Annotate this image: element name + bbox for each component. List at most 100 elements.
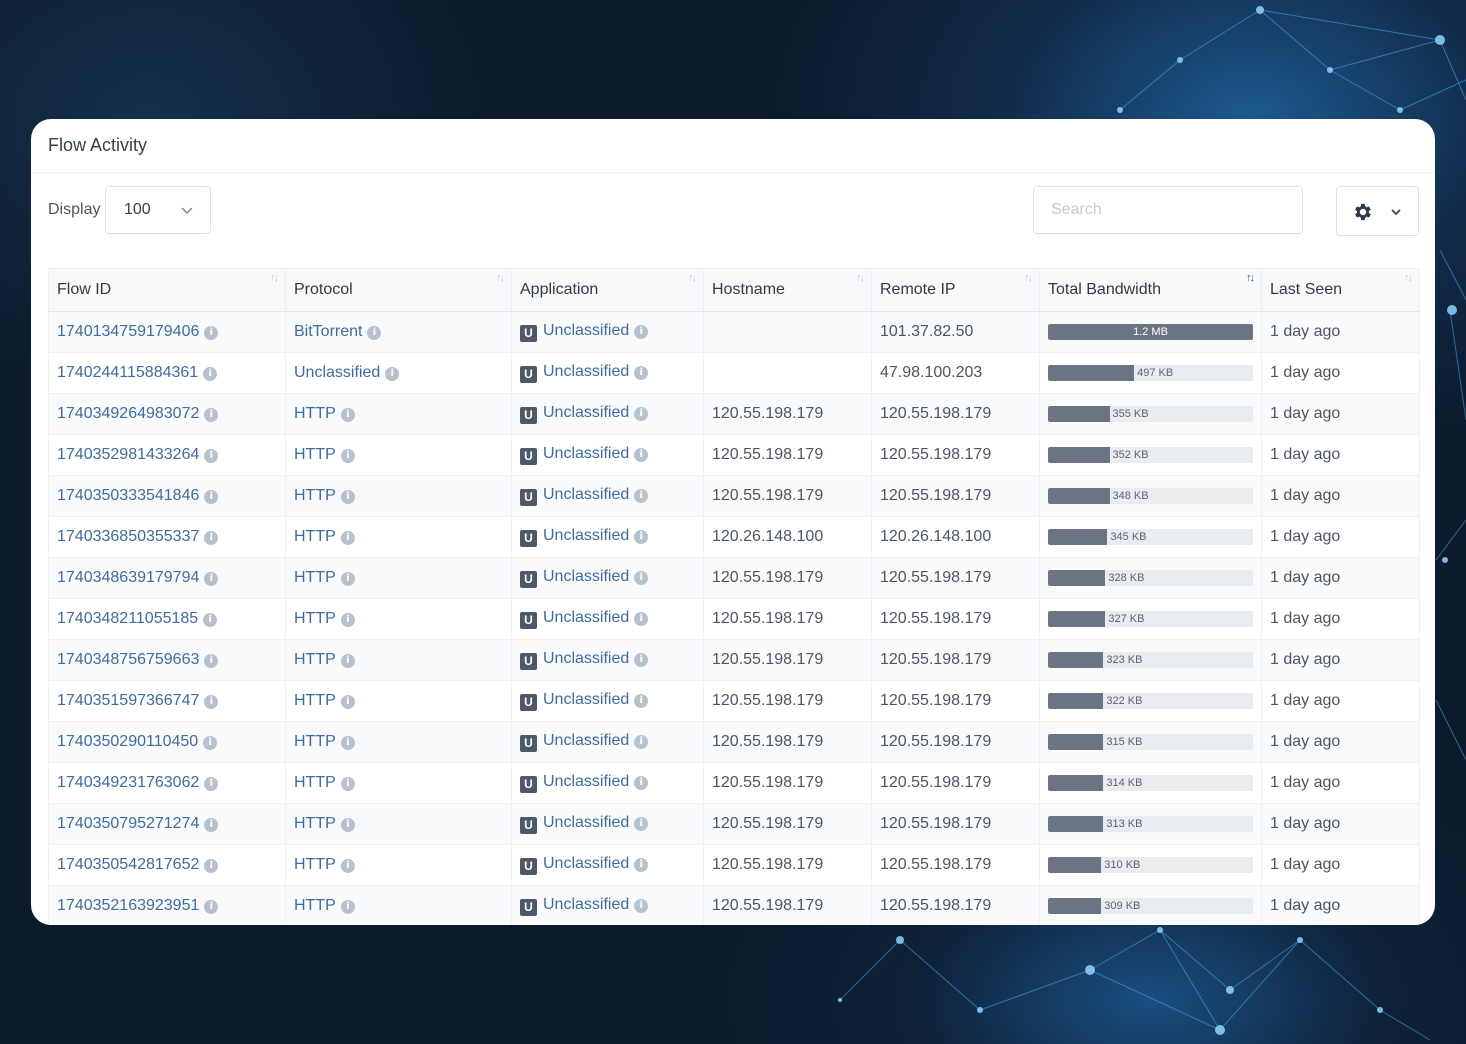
table-row[interactable]: 1740244115884361 i Unclassified i U Unclassif… <box>48 352 1420 394</box>
info-icon[interactable]: i <box>204 326 219 340</box>
info-icon[interactable]: i <box>634 694 649 708</box>
info-icon[interactable]: i <box>634 489 649 503</box>
table-row[interactable]: 1740349231763062 i HTTP i U Unclassified i 120.… <box>48 762 1420 804</box>
info-icon[interactable]: i <box>204 572 219 586</box>
table-row[interactable]: 1740134759179406 i BitTorrent i U Unclassifie… <box>48 311 1420 353</box>
table-row[interactable]: 1740350795271274 i HTTP i U Unclassified i 120.… <box>48 803 1420 845</box>
table-row[interactable]: 1740349264983072 i HTTP i U Unclassified i 120.… <box>48 393 1420 435</box>
column-header-protocol[interactable]: Protocol ↑↓ <box>285 268 512 312</box>
table-row[interactable]: 1740348211055185 i HTTP i U Unclassified i 120.… <box>48 598 1420 640</box>
protocol-link[interactable]: BitTorrent <box>294 323 363 340</box>
protocol-link[interactable]: HTTP <box>294 733 336 750</box>
column-header-application[interactable]: Application ↑↓ <box>511 268 704 312</box>
info-icon[interactable]: i <box>204 408 219 422</box>
info-icon[interactable]: i <box>204 859 219 873</box>
info-icon[interactable]: i <box>634 817 649 831</box>
info-icon[interactable]: i <box>204 818 219 832</box>
flow-id-link[interactable]: 1740336850355337 <box>57 528 200 545</box>
info-icon[interactable]: i <box>634 407 649 421</box>
info-icon[interactable]: i <box>204 777 219 791</box>
protocol-link[interactable]: HTTP <box>294 487 336 504</box>
flow-id-link[interactable]: 1740349231763062 <box>57 774 200 791</box>
info-icon[interactable]: i <box>340 900 355 914</box>
protocol-link[interactable]: HTTP <box>294 897 336 914</box>
table-row[interactable]: 1740336850355337 i HTTP i U Unclassified i 120.… <box>48 516 1420 558</box>
flow-id-link[interactable]: 1740351597366747 <box>57 692 200 709</box>
info-icon[interactable]: i <box>340 572 355 586</box>
flow-id-link[interactable]: 1740348211055185 <box>57 610 199 627</box>
info-icon[interactable]: i <box>634 366 649 380</box>
column-header-flow-id[interactable]: Flow ID ↑↓ <box>48 268 286 312</box>
application-link[interactable]: Unclassified <box>543 486 630 503</box>
info-icon[interactable]: i <box>634 653 649 667</box>
info-icon[interactable]: i <box>340 777 355 791</box>
application-link[interactable]: Unclassified <box>543 691 630 708</box>
info-icon[interactable]: i <box>204 900 219 914</box>
protocol-link[interactable]: HTTP <box>294 774 336 791</box>
info-icon[interactable]: i <box>634 735 649 749</box>
info-icon[interactable]: i <box>340 490 355 504</box>
application-link[interactable]: Unclassified <box>543 445 630 462</box>
info-icon[interactable]: i <box>367 326 382 340</box>
application-link[interactable]: Unclassified <box>543 896 630 913</box>
column-header-hostname[interactable]: Hostname ↑↓ <box>703 268 872 312</box>
application-link[interactable]: Unclassified <box>543 855 630 872</box>
info-icon[interactable]: i <box>204 695 219 709</box>
info-icon[interactable]: i <box>634 858 649 872</box>
info-icon[interactable]: i <box>634 899 649 913</box>
flow-id-link[interactable]: 1740244115884361 <box>57 364 199 381</box>
table-row[interactable]: 1740350542817652 i HTTP i U Unclassified i 120.… <box>48 844 1420 886</box>
flow-id-link[interactable]: 1740350333541846 <box>57 487 200 504</box>
info-icon[interactable]: i <box>634 571 649 585</box>
table-row[interactable]: 1740348756759663 i HTTP i U Unclassified i 120.… <box>48 639 1420 681</box>
flow-id-link[interactable]: 1740350542817652 <box>57 856 200 873</box>
info-icon[interactable]: i <box>634 612 649 626</box>
application-link[interactable]: Unclassified <box>543 814 630 831</box>
protocol-link[interactable]: HTTP <box>294 692 336 709</box>
info-icon[interactable]: i <box>340 449 355 463</box>
info-icon[interactable]: i <box>340 736 355 750</box>
info-icon[interactable]: i <box>634 776 649 790</box>
column-header-last-seen[interactable]: Last Seen ↑↓ <box>1261 268 1420 312</box>
application-link[interactable]: Unclassified <box>543 773 630 790</box>
protocol-link[interactable]: HTTP <box>294 651 336 668</box>
protocol-link[interactable]: HTTP <box>294 405 336 422</box>
flow-id-link[interactable]: 1740348639179794 <box>57 569 200 586</box>
flow-id-link[interactable]: 1740350795271274 <box>57 815 200 832</box>
info-icon[interactable]: i <box>204 531 219 545</box>
application-link[interactable]: Unclassified <box>543 609 630 626</box>
column-settings-button[interactable] <box>1336 186 1419 236</box>
table-row[interactable]: 1740352981433264 i HTTP i U Unclassified i 120.… <box>48 434 1420 476</box>
info-icon[interactable]: i <box>203 613 218 627</box>
protocol-link[interactable]: Unclassified <box>294 364 381 381</box>
info-icon[interactable]: i <box>340 695 355 709</box>
protocol-link[interactable]: HTTP <box>294 610 336 627</box>
info-icon[interactable]: i <box>634 530 649 544</box>
flow-id-link[interactable]: 1740134759179406 <box>57 323 200 340</box>
application-link[interactable]: Unclassified <box>543 568 630 585</box>
info-icon[interactable]: i <box>340 818 355 832</box>
application-link[interactable]: Unclassified <box>543 404 630 421</box>
search-input[interactable] <box>1033 186 1303 234</box>
application-link[interactable]: Unclassified <box>543 527 630 544</box>
column-header-total-bandwidth[interactable]: Total Bandwidth ↑↓ <box>1039 268 1262 312</box>
info-icon[interactable]: i <box>204 449 219 463</box>
flow-id-link[interactable]: 1740348756759663 <box>57 651 200 668</box>
info-icon[interactable]: i <box>203 367 218 381</box>
table-row[interactable]: 1740348639179794 i HTTP i U Unclassified i 120.… <box>48 557 1420 599</box>
table-row[interactable]: 1740352163923951 i HTTP i U Unclassified i 120.… <box>48 885 1420 925</box>
flow-id-link[interactable]: 1740349264983072 <box>57 405 200 422</box>
application-link[interactable]: Unclassified <box>543 363 630 380</box>
display-count-select[interactable]: 100 <box>105 186 211 234</box>
table-row[interactable]: 1740350333541846 i HTTP i U Unclassified i 120.… <box>48 475 1420 517</box>
info-icon[interactable]: i <box>203 736 218 750</box>
protocol-link[interactable]: HTTP <box>294 528 336 545</box>
info-icon[interactable]: i <box>340 859 355 873</box>
column-header-remote-ip[interactable]: Remote IP ↑↓ <box>871 268 1040 312</box>
info-icon[interactable]: i <box>634 325 649 339</box>
application-link[interactable]: Unclassified <box>543 650 630 667</box>
protocol-link[interactable]: HTTP <box>294 856 336 873</box>
info-icon[interactable]: i <box>634 448 649 462</box>
info-icon[interactable]: i <box>204 654 219 668</box>
protocol-link[interactable]: HTTP <box>294 569 336 586</box>
